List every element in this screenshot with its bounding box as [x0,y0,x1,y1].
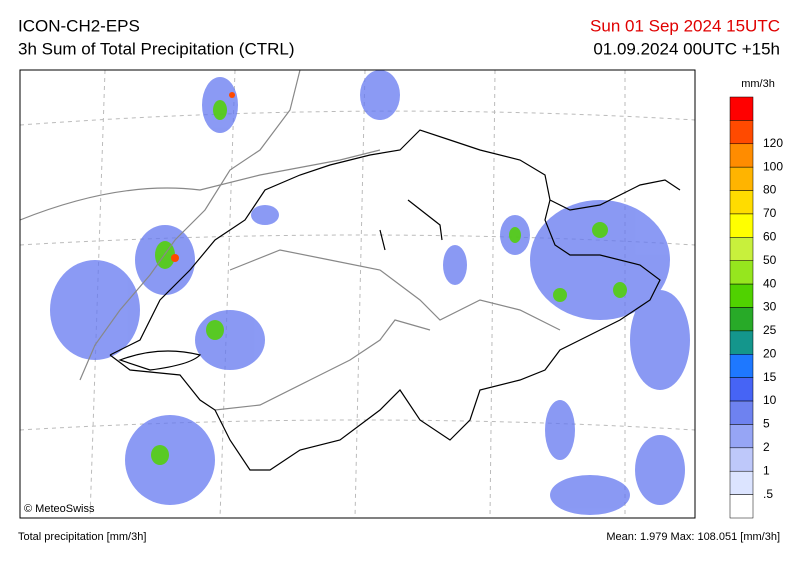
model-name: ICON-CH2-EPS [18,16,140,35]
legend-swatch [729,190,754,215]
legend-label: 25 [763,323,777,337]
legend-swatch [729,166,754,191]
legend-swatch [729,494,754,519]
legend-label: 20 [763,346,777,360]
legend-swatch [729,237,754,261]
legend-label: 120 [763,136,783,150]
legend-swatch [729,260,754,285]
legend-swatch [729,354,754,378]
legend-label: 15 [763,370,777,384]
legend-swatch [729,213,754,238]
precipitation-extreme [171,92,235,262]
run-time: 01.09.2024 00UTC +15h [593,39,780,58]
swiss-border [109,129,681,471]
legend-swatch [729,424,754,449]
legend-label: 40 [763,276,777,290]
legend-label: 10 [763,393,777,407]
legend-label: 30 [763,300,777,314]
map: © MeteoSwiss [19,69,696,519]
map-frame [19,69,696,519]
legend-swatch [729,470,754,495]
legend-swatch [729,96,754,121]
legend-label: 50 [763,253,777,267]
legend-label: .5 [763,487,773,501]
legend-label: 100 [763,159,783,173]
borders [19,69,561,411]
legend-label: 60 [763,230,777,244]
legend-swatch [729,447,754,472]
legend-label: 5 [763,417,770,431]
legend: 120 100 80 70 60 50 40 30 25 20 15 10 5 2 1 .5 [729,96,783,519]
copyright: © MeteoSwiss [24,503,95,515]
product-name: 3h Sum of Total Precipitation (CTRL) [18,39,295,58]
legend-swatch [729,377,754,402]
legend-swatch [729,307,754,332]
legend-unit: mm/3h [741,78,775,90]
legend-label: 2 [763,440,770,454]
valid-time: Sun 01 Sep 2024 15UTC [590,16,780,35]
legend-swatch [729,283,754,308]
legend-swatch [729,400,754,425]
legend-label: 80 [763,183,777,197]
footer-right: Mean: 1.979 Max: 108.051 [mm/3h] [606,531,780,543]
footer-left: Total precipitation [mm/3h] [18,531,146,543]
legend-swatch [729,120,754,145]
legend-label: 1 [763,463,770,477]
legend-swatch [729,143,754,168]
legend-swatch [729,330,754,355]
legend-label: 70 [763,206,777,220]
